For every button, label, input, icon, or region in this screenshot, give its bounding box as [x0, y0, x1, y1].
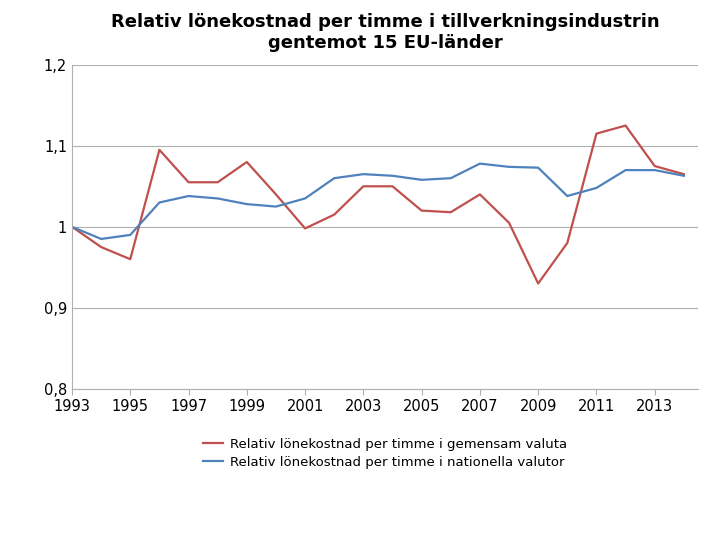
Relativ lönekostnad per timme i gemensam valuta [96, 244, 105, 250]
Relativ lönekostnad per timme i nationella valutor [126, 232, 135, 238]
Relativ lönekostnad per timme i nationella valutor [301, 195, 310, 202]
Relativ lönekostnad per timme i gemensam valuta [446, 209, 455, 215]
Title: Relativ lönekostnad per timme i tillverkningsindustrin
gentemot 15 EU-länder: Relativ lönekostnad per timme i tillverk… [111, 14, 660, 52]
Relativ lönekostnad per timme i nationella valutor [213, 195, 222, 202]
Relativ lönekostnad per timme i gemensam valuta [359, 183, 368, 190]
Relativ lönekostnad per timme i gemensam valuta [418, 207, 426, 214]
Relativ lönekostnad per timme i nationella valutor [155, 199, 163, 206]
Relativ lönekostnad per timme i gemensam valuta [301, 225, 310, 232]
Relativ lönekostnad per timme i gemensam valuta [271, 191, 280, 198]
Relativ lönekostnad per timme i nationella valutor [650, 167, 659, 173]
Relativ lönekostnad per timme i gemensam valuta [126, 256, 135, 262]
Relativ lönekostnad per timme i nationella valutor [359, 171, 368, 177]
Line: Relativ lönekostnad per timme i gemensam valuta: Relativ lönekostnad per timme i gemensam… [72, 125, 684, 284]
Relativ lönekostnad per timme i nationella valutor [388, 172, 397, 179]
Relativ lönekostnad per timme i nationella valutor [476, 160, 485, 167]
Relativ lönekostnad per timme i gemensam valuta [563, 240, 572, 246]
Relativ lönekostnad per timme i gemensam valuta [330, 211, 338, 218]
Relativ lönekostnad per timme i gemensam valuta [650, 163, 659, 169]
Relativ lönekostnad per timme i gemensam valuta [592, 130, 600, 137]
Relativ lönekostnad per timme i nationella valutor [534, 164, 542, 171]
Relativ lönekostnad per timme i nationella valutor [330, 175, 338, 181]
Relativ lönekostnad per timme i gemensam valuta [680, 171, 688, 177]
Legend: Relativ lönekostnad per timme i gemensam valuta, Relativ lönekostnad per timme i: Relativ lönekostnad per timme i gemensam… [204, 437, 567, 469]
Relativ lönekostnad per timme i nationella valutor [621, 167, 630, 173]
Relativ lönekostnad per timme i gemensam valuta [621, 122, 630, 129]
Relativ lönekostnad per timme i nationella valutor [418, 177, 426, 183]
Relativ lönekostnad per timme i gemensam valuta [476, 191, 485, 198]
Relativ lönekostnad per timme i nationella valutor [184, 193, 193, 199]
Relativ lönekostnad per timme i gemensam valuta [213, 179, 222, 186]
Relativ lönekostnad per timme i nationella valutor [243, 201, 251, 207]
Relativ lönekostnad per timme i gemensam valuta [534, 280, 542, 287]
Relativ lönekostnad per timme i nationella valutor [592, 185, 600, 191]
Relativ lönekostnad per timme i gemensam valuta [155, 146, 163, 153]
Relativ lönekostnad per timme i gemensam valuta [388, 183, 397, 190]
Relativ lönekostnad per timme i nationella valutor [96, 235, 105, 242]
Relativ lönekostnad per timme i nationella valutor [446, 175, 455, 181]
Relativ lönekostnad per timme i nationella valutor [68, 224, 76, 230]
Relativ lönekostnad per timme i nationella valutor [271, 204, 280, 210]
Relativ lönekostnad per timme i gemensam valuta [68, 224, 76, 230]
Relativ lönekostnad per timme i nationella valutor [505, 164, 513, 170]
Relativ lönekostnad per timme i gemensam valuta [184, 179, 193, 186]
Relativ lönekostnad per timme i gemensam valuta [243, 159, 251, 165]
Relativ lönekostnad per timme i nationella valutor [563, 193, 572, 199]
Relativ lönekostnad per timme i gemensam valuta [505, 219, 513, 226]
Line: Relativ lönekostnad per timme i nationella valutor: Relativ lönekostnad per timme i nationel… [72, 164, 684, 239]
Relativ lönekostnad per timme i nationella valutor [680, 172, 688, 179]
